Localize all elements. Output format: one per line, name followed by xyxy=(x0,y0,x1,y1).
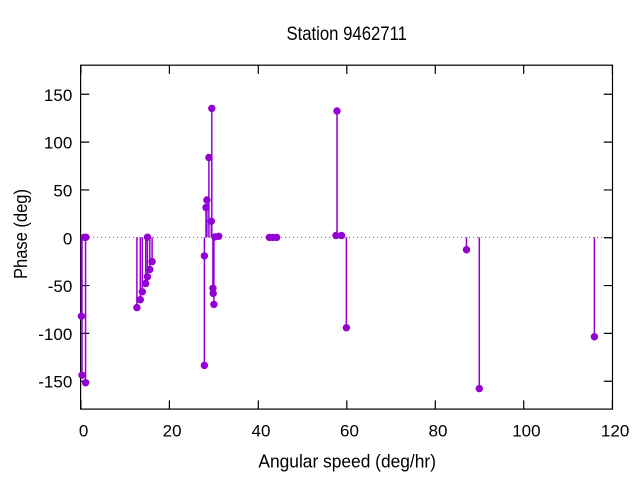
svg-text:Station 9462711: Station 9462711 xyxy=(286,24,407,45)
svg-text:0: 0 xyxy=(63,229,72,248)
svg-text:Phase (deg): Phase (deg) xyxy=(11,189,31,279)
svg-text:80: 80 xyxy=(429,421,448,440)
svg-text:50: 50 xyxy=(53,181,72,200)
svg-text:100: 100 xyxy=(512,421,540,440)
svg-text:Angular speed (deg/hr): Angular speed (deg/hr) xyxy=(258,452,436,472)
svg-text:40: 40 xyxy=(252,421,271,440)
svg-text:20: 20 xyxy=(163,421,182,440)
svg-text:100: 100 xyxy=(44,134,72,153)
svg-text:-150: -150 xyxy=(38,373,72,392)
svg-text:60: 60 xyxy=(340,421,359,440)
svg-text:150: 150 xyxy=(44,86,72,105)
svg-text:0: 0 xyxy=(79,421,88,440)
svg-text:-50: -50 xyxy=(48,277,73,296)
svg-text:-100: -100 xyxy=(38,325,72,344)
svg-text:120: 120 xyxy=(601,421,629,440)
